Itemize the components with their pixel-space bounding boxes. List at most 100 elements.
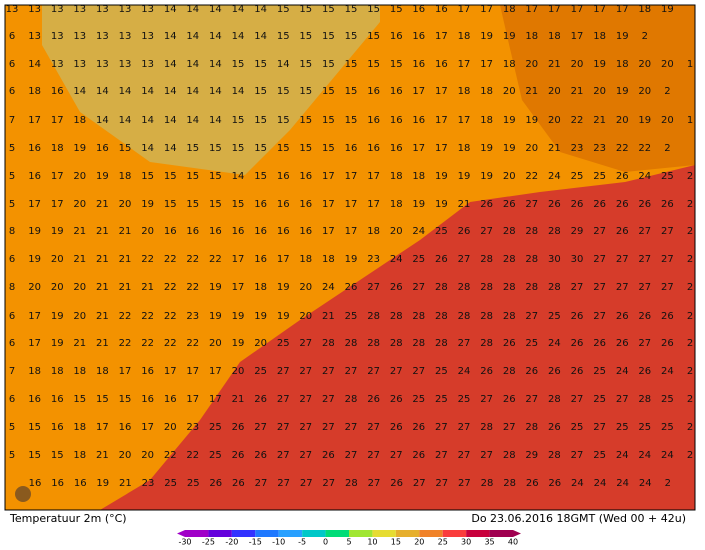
grid-value: 28 [480,422,493,433]
grid-value: 17 [186,394,199,405]
grid-value: 17 [186,366,199,377]
grid-value: 28 [525,422,538,433]
grid-value: 6 [9,311,15,322]
grid-value: 28 [525,282,538,293]
grid-value: 18 [503,59,516,70]
grid-value: 26 [480,366,493,377]
grid-value: 15 [345,86,358,97]
colorbar-segment [395,530,420,537]
grid-value: 27 [299,394,312,405]
grid-value: 27 [277,394,290,405]
grid-value: 15 [367,4,380,15]
grid-value: 13 [51,31,64,42]
grid-value: 21 [458,199,471,210]
grid-value: 1 [687,115,693,126]
grid-value: 15 [232,199,245,210]
grid-value: 19 [96,171,109,182]
grid-value: 15 [299,59,312,70]
grid-value: 19 [277,282,290,293]
grid-value: 17 [96,422,109,433]
grid-value: 14 [209,31,222,42]
grid-value: 22 [141,311,154,322]
grid-value: 19 [480,31,493,42]
grid-value: 2 [687,311,693,322]
grid-value: 26 [616,338,629,349]
grid-value: 17 [458,4,471,15]
grid-value: 25 [593,450,606,461]
grid-value: 26 [345,282,358,293]
grid-value: 2 [642,31,648,42]
colorbar-segment [419,530,443,537]
grid-value: 26 [458,226,471,237]
grid-value: 15 [277,4,290,15]
colorbar-segment [302,530,326,537]
grid-value: 2 [687,394,693,405]
grid-value: 25 [571,422,584,433]
grid-value: 15 [345,59,358,70]
grid-value: 27 [390,450,403,461]
grid-value: 20 [51,254,64,265]
grid-value: 15 [73,394,86,405]
grid-value: 27 [638,226,651,237]
grid-value: 2 [664,143,670,154]
grid-value: 22 [141,254,154,265]
grid-value: 16 [412,59,425,70]
grid-value: 27 [525,394,538,405]
grid-value: 15 [299,4,312,15]
grid-value: 28 [525,254,538,265]
grid-value: 21 [73,226,86,237]
grid-value: 20 [299,311,312,322]
grid-value: 21 [322,311,335,322]
grid-value: 19 [503,115,516,126]
grid-value: 26 [322,450,335,461]
colorbar: -30 -25 -20 -15 -10 -5 0 5 10 15 20 25 30 35 40 [177,530,521,547]
colorbar-label: -30 [178,538,191,547]
grid-value: 27 [525,199,538,210]
grid-value: 17 [28,115,41,126]
grid-value: 16 [412,31,425,42]
grid-value: 18 [458,143,471,154]
grid-value: 18 [525,31,538,42]
grid-value: 27 [299,422,312,433]
grid-value: 24 [616,478,629,489]
grid-value: 29 [571,226,584,237]
grid-value: 27 [593,226,606,237]
grid-value: 21 [96,450,109,461]
grid-value: 15 [277,31,290,42]
grid-value: 26 [593,338,606,349]
grid-value: 14 [209,4,222,15]
grid-value: 21 [593,115,606,126]
grid-value: 27 [277,450,290,461]
grid-value: 14 [232,31,245,42]
grid-value: 18 [390,171,403,182]
grid-value: 28 [480,338,493,349]
grid-value: 17 [232,282,245,293]
grid-value: 27 [277,422,290,433]
grid-value: 2 [664,86,670,97]
grid-value: 26 [548,199,561,210]
grid-value: 18 [593,31,606,42]
colorbar-label: -25 [202,538,215,547]
grid-value: 14 [141,115,154,126]
grid-value: 16 [299,226,312,237]
grid-value: 17 [571,4,584,15]
grid-value: 15 [28,422,41,433]
grid-value: 22 [525,171,538,182]
grid-value: 17 [119,366,132,377]
grid-value: 21 [119,478,132,489]
grid-value: 20 [525,143,538,154]
grid-value: 14 [232,86,245,97]
grid-value: 18 [458,86,471,97]
grid-value: 16 [29,478,42,489]
grid-value: 16 [28,143,41,154]
grid-value: 17 [548,4,561,15]
grid-value: 15 [232,59,245,70]
grid-value: 27 [435,450,448,461]
grid-value: 16 [51,422,64,433]
grid-value: 15 [254,86,267,97]
grid-value: 27 [458,478,471,489]
colorbar-segment [442,530,467,537]
grid-value: 17 [164,366,177,377]
grid-value: 14 [186,86,199,97]
grid-value: 16 [254,199,267,210]
